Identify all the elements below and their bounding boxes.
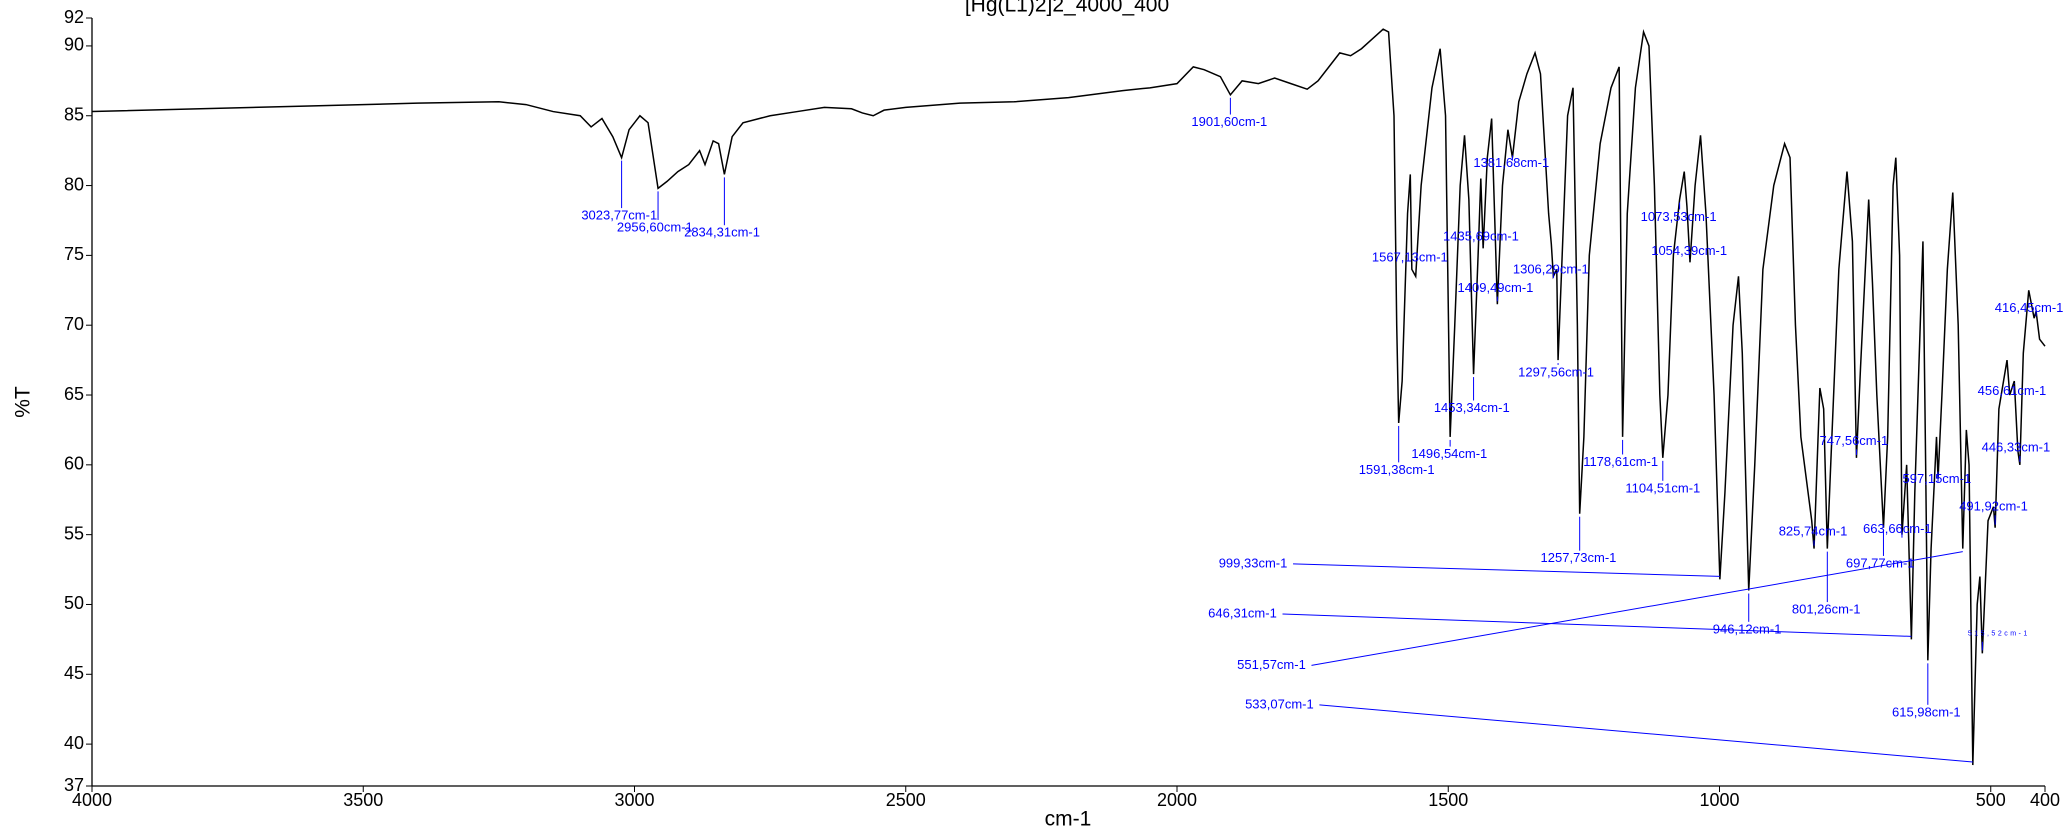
peak-label: 1297,56cm-1 (1518, 364, 1594, 379)
x-tick-label: 2500 (886, 790, 926, 810)
x-tick-label: 1500 (1428, 790, 1468, 810)
y-tick-label: 55 (64, 523, 84, 543)
x-tick-label: 500 (1976, 790, 2006, 810)
peak-label: 1381,68cm-1 (1473, 155, 1549, 170)
chart-title: [Hg(L1)2]2_4000_400 (965, 0, 1169, 17)
y-tick-label: 45 (64, 663, 84, 683)
peak-label: 1178,61cm-1 (1583, 454, 1658, 469)
x-axis-label: cm-1 (1045, 808, 1092, 831)
y-tick-label: 50 (64, 593, 84, 613)
peak-label: 1496,54cm-1 (1411, 446, 1487, 461)
peak-label: 999,33cm-1 (1219, 555, 1288, 570)
y-tick-label: 65 (64, 384, 84, 404)
peak-label: 697,77cm-1 (1846, 555, 1915, 570)
peak-label: 1453,34cm-1 (1434, 400, 1510, 415)
y-tick-label: 70 (64, 314, 84, 334)
peak-label: 615,98cm-1 (1892, 704, 1961, 719)
peak-label: 3023,77cm-1 (581, 208, 657, 223)
peak-label: 533,07cm-1 (1245, 696, 1314, 711)
spectrum-line (91, 28, 2046, 766)
peak-leader (1293, 563, 1720, 577)
peak-label: 446,33cm-1 (1982, 439, 2051, 454)
peak-label: 1306,29cm-1 (1513, 262, 1589, 277)
y-axis-label: %T (12, 386, 35, 418)
x-tick-label: 1000 (1699, 790, 1739, 810)
peak-label: 663,66cm-1 (1863, 521, 1932, 536)
peak-label: 1435,69cm-1 (1443, 229, 1519, 244)
y-tick-label: 90 (64, 35, 84, 55)
peak-label: 946,12cm-1 (1713, 621, 1782, 636)
peak-label: 416,45cm-1 (1995, 300, 2064, 315)
y-tick-label: 37 (64, 775, 84, 795)
peak-leader (1319, 704, 1973, 763)
x-tick-label: 400 (2030, 790, 2060, 810)
peak-label: 801,26cm-1 (1792, 601, 1861, 616)
peak-label: 646,31cm-1 (1208, 605, 1277, 620)
y-tick-label: 92 (64, 7, 84, 27)
peak-leader (1282, 613, 1912, 637)
peak-label: 2956,60cm-1 (617, 219, 693, 234)
y-tick-label: 80 (64, 174, 84, 194)
x-tick-label: 4000 (72, 790, 112, 810)
peak-leader (1311, 551, 1963, 666)
peak-label: 1591,38cm-1 (1359, 462, 1435, 477)
peak-label: 1054,39cm-1 (1651, 243, 1727, 258)
y-tick-label: 75 (64, 244, 84, 264)
peak-label: 515,52cm-1 (1968, 631, 2030, 638)
peak-label: 1073,53cm-1 (1641, 209, 1717, 224)
x-tick-label: 2000 (1157, 790, 1197, 810)
peak-label: 491,92cm-1 (1959, 499, 2028, 514)
peak-label: 597,15cm-1 (1903, 471, 1972, 486)
peak-label: 825,74cm-1 (1779, 524, 1848, 539)
peak-label: 551,57cm-1 (1237, 657, 1306, 672)
peak-label: 1104,51cm-1 (1625, 480, 1700, 495)
peak-label: 1901,60cm-1 (1191, 114, 1267, 129)
peak-label: 747,56cm-1 (1820, 433, 1889, 448)
peak-label: 1567,13cm-1 (1372, 250, 1448, 265)
peak-label: 456,61cm-1 (1978, 383, 2047, 398)
peak-label: 2834,31cm-1 (684, 225, 760, 240)
y-tick-label: 85 (64, 104, 84, 124)
x-tick-label: 3500 (343, 790, 383, 810)
peak-label: 1409,49cm-1 (1458, 280, 1534, 295)
peak-label: 1257,73cm-1 (1541, 550, 1617, 565)
y-tick-label: 60 (64, 454, 84, 474)
y-tick-label: 40 (64, 733, 84, 753)
x-tick-label: 3000 (614, 790, 654, 810)
